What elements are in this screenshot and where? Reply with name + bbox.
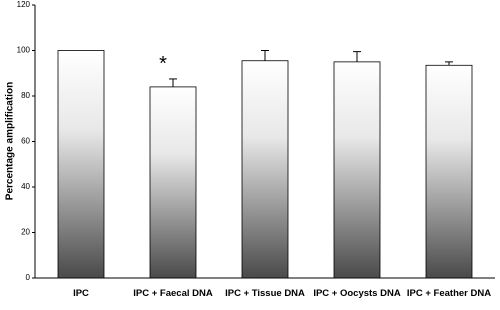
y-axis-label: Percentage amplification	[5, 82, 16, 200]
y-tick-label: 120	[17, 0, 31, 9]
bar	[149, 86, 197, 279]
x-tick-label: IPC	[73, 288, 89, 299]
error-bar	[445, 61, 453, 66]
y-tick-label: 100	[17, 46, 31, 55]
annotation: *	[159, 53, 167, 75]
bar	[333, 61, 381, 279]
x-tick-label: IPC + Oocysts DNA	[313, 288, 401, 299]
y-tick-label: 60	[21, 137, 30, 146]
bar	[57, 50, 105, 279]
error-bar	[353, 51, 361, 62]
x-tick-label: IPC + Tissue DNA	[225, 288, 305, 299]
error-bar	[261, 50, 269, 61]
error-bar	[169, 78, 177, 87]
y-tick-label: 0	[26, 273, 31, 282]
x-tick-label: IPC + Feather DNA	[406, 288, 492, 299]
y-tick-label: 20	[21, 228, 30, 237]
bar	[241, 60, 289, 279]
x-tick-label: IPC + Faecal DNA	[133, 288, 213, 299]
bar	[425, 64, 473, 279]
y-tick-label: 40	[21, 182, 30, 191]
y-tick-label: 80	[21, 91, 30, 100]
